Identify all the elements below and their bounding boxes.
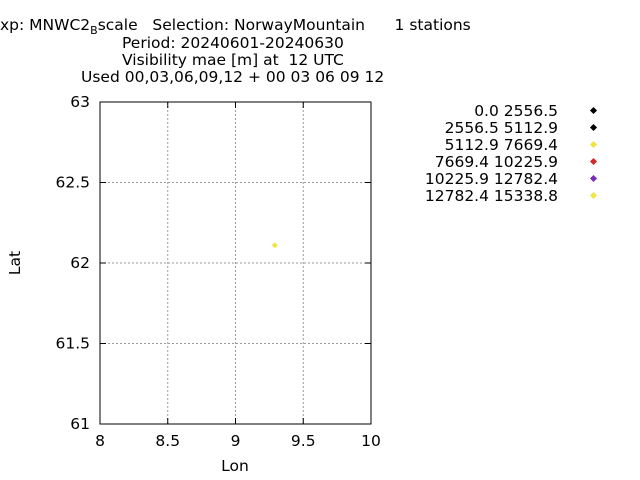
legend-entry-label: 5112.9 7669.4	[444, 136, 558, 154]
data-points	[271, 242, 278, 249]
legend-entry-label: 7669.4 10225.9	[434, 153, 558, 171]
y-tick-label: 62	[70, 254, 90, 272]
legend-entry-label: 10225.9 12782.4	[424, 170, 558, 188]
data-point	[271, 242, 278, 249]
title-period: Period: 20240601-20240630	[122, 34, 344, 52]
grid-lines	[100, 102, 371, 424]
title-selection: scale Selection: NorwayMountain 1 statio…	[97, 16, 471, 34]
x-tick-label: 9.5	[291, 432, 316, 450]
y-tick-label: 61	[70, 415, 90, 433]
x-tick-label: 8	[95, 432, 105, 450]
title-line-1: xp: MNWC2Bscale Selection: NorwayMountai…	[0, 16, 471, 40]
legend-entry-label: 12782.4 15338.8	[424, 187, 558, 205]
title-used: Used 00,03,06,09,12 + 00 03 06 09 12	[81, 68, 385, 86]
y-tick-label: 61.5	[55, 335, 90, 353]
legend-entry-label: 0.0 2556.5	[474, 102, 558, 120]
axis-ticks: 8 8.5 9 9.5 10 61 61.5 62 62.5 63	[55, 93, 380, 450]
title-subscript: B	[90, 24, 98, 37]
y-tick-label: 63	[70, 93, 90, 111]
x-axis-label: Lon	[221, 457, 249, 475]
x-tick-label: 8.5	[155, 432, 180, 450]
x-tick-label: 10	[361, 432, 381, 450]
y-axis-label: Lat	[6, 251, 24, 275]
title-score: Visibility mae [m] at 12 UTC	[122, 51, 344, 69]
title-exp: xp: MNWC2	[0, 16, 91, 34]
y-tick-label: 62.5	[55, 174, 90, 192]
x-tick-label: 9	[231, 432, 241, 450]
legend-entry-label: 2556.5 5112.9	[444, 119, 558, 137]
